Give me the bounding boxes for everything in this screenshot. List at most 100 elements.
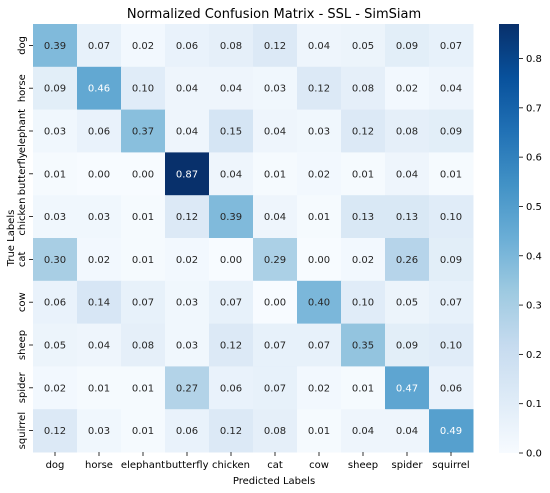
cell-value-label: 0.01 [308,426,330,437]
cell-value-label: 0.07 [308,341,330,352]
cell-value-label: 0.05 [396,298,418,309]
cell-value-label: 0.39 [220,212,242,223]
x-tick-label: chicken [212,460,250,471]
cell-value-label: 0.00 [132,169,154,180]
heatmap-cell [341,366,386,410]
cell-value-label: 0.04 [176,127,198,138]
colorbar: 0.0 0.1 0.2 0.3 0.4 0.5 0.6 0.7 0.8 [499,24,542,460]
heatmap-cell [429,280,474,325]
cell-value-label: 0.49 [440,426,462,437]
heatmap-cell [385,323,430,367]
cell-value-label: 0.87 [176,169,198,180]
heatmap-cell [253,66,298,111]
x-tick-label: spider [392,460,424,471]
heatmap-cell [385,195,430,239]
heatmap-cell [253,24,298,68]
x-tick-label: elephant [121,460,165,471]
y-tick-label: dog [17,36,28,55]
heatmap-cell [165,109,210,153]
heatmap-cell [253,409,298,453]
heatmap-cell [297,195,342,239]
y-tick-label: squirrel [17,412,28,449]
heatmap-cell [33,238,78,282]
heatmap-cell [77,323,122,367]
heatmap-cell [33,323,78,367]
heatmap-cell [121,280,166,325]
cell-value-label: 0.04 [352,426,374,437]
heatmap-cell [297,280,342,325]
x-tick-label: cow [309,460,329,471]
heatmap-cell [33,66,78,111]
heatmap-cell [253,152,298,196]
heatmap-cell [253,109,298,153]
heatmap-cell [121,109,166,153]
cell-value-label: 0.04 [440,84,462,95]
cell-value-label: 0.07 [264,383,286,394]
heatmap-cell [209,409,254,453]
cell-value-label: 0.02 [308,383,330,394]
cell-value-label: 0.12 [308,84,330,95]
heatmap-cell [429,323,474,367]
heatmap-cell [77,109,122,153]
cell-value-label: 0.07 [440,41,462,52]
heatmap-cell [165,280,210,325]
cell-value-label: 0.01 [132,255,154,266]
cell-value-label: 0.05 [352,41,374,52]
colorbar-tick-label: 0.6 [526,153,542,164]
cell-value-label: 0.01 [44,169,66,180]
heatmap-cell [209,152,254,196]
heatmap-cell [429,24,474,68]
y-tick-label: spider [17,371,28,403]
heatmap-cell [429,409,474,453]
x-axis-label: Predicted Labels [233,476,315,487]
cell-value-label: 0.04 [220,169,242,180]
cell-value-label: 0.04 [396,169,418,180]
heatmap-cell [429,195,474,239]
heatmap-cell [77,280,122,325]
heatmap-cell [341,109,386,153]
heatmap-cell [385,238,430,282]
cell-value-label: 0.30 [44,255,66,266]
heatmap-cell [253,238,298,282]
heatmap-cell [209,366,254,410]
heatmap-cell [77,409,122,453]
heatmap-cell [121,66,166,111]
heatmap-cell [77,195,122,239]
cell-value-label: 0.04 [264,127,286,138]
cell-value-label: 0.10 [352,298,374,309]
cell-value-label: 0.14 [88,298,110,309]
x-axis-ticks: dog horse elephant butterfly chicken cat cow sh… [46,452,470,471]
cell-value-label: 0.07 [88,41,110,52]
colorbar-tick-label: 0.1 [526,399,542,410]
cell-value-label: 0.01 [308,212,330,223]
cell-value-label: 0.40 [308,298,330,309]
cell-value-label: 0.07 [132,298,154,309]
cell-value-label: 0.08 [264,426,286,437]
cell-value-label: 0.12 [220,341,242,352]
heatmap-cell [209,238,254,282]
cell-value-label: 0.12 [44,426,66,437]
heatmap-cell [121,238,166,282]
heatmap-cell [33,366,78,410]
heatmap-cell [77,66,122,111]
cell-value-label: 0.13 [352,212,374,223]
heatmap-cell [121,24,166,68]
heatmap-cell [77,238,122,282]
cell-value-label: 0.01 [132,383,154,394]
heatmap-cell [429,366,474,410]
heatmap-cell [341,409,386,453]
heatmap-cell [341,323,386,367]
cell-value-label: 0.13 [396,212,418,223]
cell-value-label: 0.04 [88,341,110,352]
heatmap-cell [33,109,78,153]
cell-value-label: 0.00 [220,255,242,266]
heatmap-cell [385,66,430,111]
heatmap-cell [385,366,430,410]
heatmap-cell [429,238,474,282]
cell-value-label: 0.03 [44,212,66,223]
heatmap-cell [165,409,210,453]
heatmap-cell [429,109,474,153]
cell-value-label: 0.04 [176,84,198,95]
heatmap-cell [77,366,122,410]
cell-value-label: 0.01 [440,169,462,180]
